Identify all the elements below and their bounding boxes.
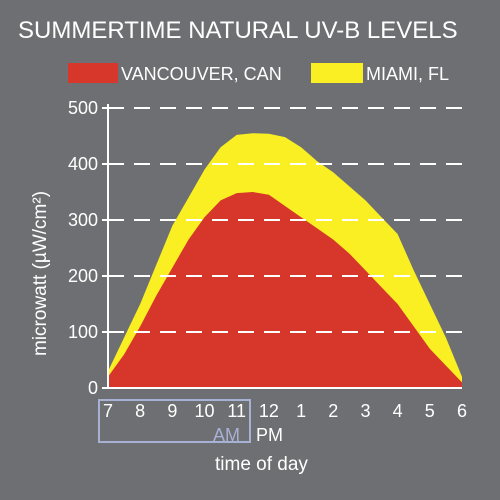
legend: VANCOUVER, CAN MIAMI, FL [68,63,449,84]
y-tick-label-500: 500 [68,98,98,118]
legend-swatch-miami-fl [311,63,363,83]
x-tick-label-6: 6 [457,401,467,421]
x-tick-label-2: 2 [328,401,338,421]
chart-title: SUMMERTIME NATURAL UV-B LEVELS [18,17,458,44]
y-tick-label-300: 300 [68,210,98,230]
x-tick-label-1: 1 [296,401,306,421]
y-tick-label-0: 0 [88,378,98,398]
pm-label: PM [256,425,283,445]
x-tick-label-10: 10 [195,401,215,421]
x-tick-label-3: 3 [360,401,370,421]
x-tick-label-8: 8 [135,401,145,421]
x-tick-label-9: 9 [167,401,177,421]
x-tick-label-12: 12 [259,401,279,421]
y-tick-label-200: 200 [68,266,98,286]
x-tick-label-5: 5 [425,401,435,421]
x-tick-label-11: 11 [227,401,246,421]
am-label: AM [213,425,240,445]
x-axis-label: time of day [215,454,308,475]
legend-label-vancouver-can: VANCOUVER, CAN [121,64,282,84]
plot-area [108,133,462,388]
area-series-vancouver-can [108,192,462,388]
y-axis-label: microwatt (µW/cm²) [30,191,51,356]
gridlines [108,107,462,333]
am-bracket-box [98,399,251,443]
y-tick-label-400: 400 [68,154,98,174]
x-tick-label-7: 7 [103,401,113,421]
legend-label-miami-fl: MIAMI, FL [366,64,449,84]
x-tick-label-4: 4 [393,401,403,421]
y-tick-labels: 0 100 200 300 400 500 [68,98,108,398]
axes [107,104,462,389]
legend-swatch-vancouver-can [68,63,118,83]
y-tick-label-100: 100 [68,322,98,342]
x-tick-labels: 7 8 9 10 11 12 1 2 3 4 5 6 [103,401,467,421]
